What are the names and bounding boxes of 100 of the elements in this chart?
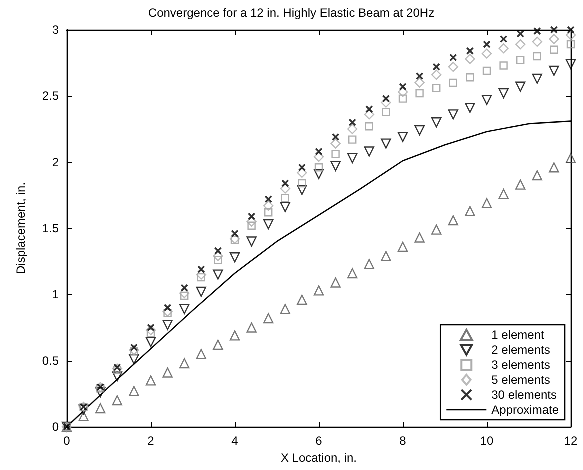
- point: [549, 162, 560, 173]
- point: [230, 252, 240, 263]
- x-tick-label: 8: [400, 434, 407, 448]
- point: [280, 184, 290, 194]
- point: [214, 256, 222, 264]
- point: [280, 202, 290, 212]
- y-tick-label: 2: [52, 155, 60, 170]
- point: [246, 322, 257, 333]
- point: [432, 224, 442, 235]
- point: [129, 354, 140, 365]
- point: [381, 251, 392, 262]
- point: [280, 304, 290, 314]
- point: [96, 387, 106, 398]
- legend-label: 30 elements: [492, 388, 558, 402]
- point: [398, 94, 408, 103]
- point: [348, 153, 358, 164]
- point: [314, 169, 324, 180]
- point: [398, 87, 408, 98]
- point: [466, 47, 474, 56]
- point: [500, 62, 508, 70]
- point: [533, 52, 542, 61]
- point: [264, 208, 273, 217]
- point: [500, 35, 508, 44]
- point: [414, 125, 425, 136]
- point: [315, 148, 323, 156]
- point: [498, 88, 509, 99]
- point: [416, 72, 424, 80]
- point: [298, 164, 306, 172]
- point: [550, 26, 558, 34]
- point: [532, 74, 542, 84]
- point: [498, 43, 509, 54]
- point: [432, 84, 441, 92]
- point: [146, 337, 156, 348]
- point: [264, 195, 272, 204]
- point: [297, 168, 308, 178]
- x-axis-title: X Location, in.: [280, 450, 358, 465]
- point: [213, 340, 224, 350]
- point: [146, 325, 156, 336]
- point: [516, 56, 525, 65]
- point: [264, 313, 274, 324]
- point: [180, 292, 189, 300]
- point: [162, 368, 173, 378]
- point: [432, 63, 440, 71]
- x-tick-label: 12: [564, 434, 578, 448]
- point: [516, 180, 526, 190]
- point: [298, 179, 306, 188]
- point: [78, 404, 89, 415]
- point: [482, 48, 492, 59]
- y-tick-label: 1: [52, 288, 60, 302]
- chart-title: Convergence for a 12 in. Highly Elastic Beam at 20Hz: [148, 6, 435, 20]
- point: [348, 136, 357, 144]
- point: [180, 358, 190, 369]
- point: [550, 46, 558, 54]
- point: [348, 268, 358, 279]
- point: [147, 324, 155, 332]
- point: [566, 59, 576, 70]
- point: [364, 146, 374, 157]
- point: [314, 164, 324, 172]
- x-tick-label: 2: [148, 434, 155, 448]
- point: [482, 66, 492, 76]
- point: [180, 304, 190, 314]
- point: [414, 232, 425, 243]
- point: [164, 309, 172, 318]
- point: [549, 34, 560, 44]
- y-tick-label: 0: [52, 420, 60, 434]
- y-tick-label: 3: [52, 23, 60, 37]
- y-tick-label: 0.5: [42, 354, 60, 368]
- point: [248, 212, 256, 220]
- point: [382, 94, 390, 103]
- point: [230, 330, 240, 341]
- point: [516, 30, 524, 38]
- point: [482, 198, 492, 208]
- y-tick-label: 1.5: [42, 222, 60, 236]
- point: [330, 161, 341, 172]
- point: [364, 259, 374, 270]
- point: [129, 386, 140, 396]
- point: [348, 124, 358, 134]
- point: [449, 78, 458, 88]
- point: [162, 320, 173, 330]
- point: [450, 54, 458, 62]
- point: [96, 403, 106, 414]
- point: [146, 376, 156, 386]
- point: [230, 236, 240, 245]
- point: [364, 110, 374, 120]
- point: [498, 188, 509, 200]
- x-tick-label: 4: [232, 434, 239, 448]
- point: [78, 411, 89, 422]
- point: [197, 273, 206, 282]
- point: [130, 344, 138, 352]
- point: [366, 106, 374, 114]
- point: [566, 153, 576, 164]
- legend-label: 3 elements: [492, 358, 550, 372]
- point: [314, 286, 324, 296]
- point: [348, 118, 356, 127]
- point: [114, 364, 122, 372]
- point: [516, 82, 526, 92]
- point: [330, 278, 341, 288]
- point: [483, 40, 491, 48]
- point: [549, 66, 560, 76]
- point: [146, 328, 156, 338]
